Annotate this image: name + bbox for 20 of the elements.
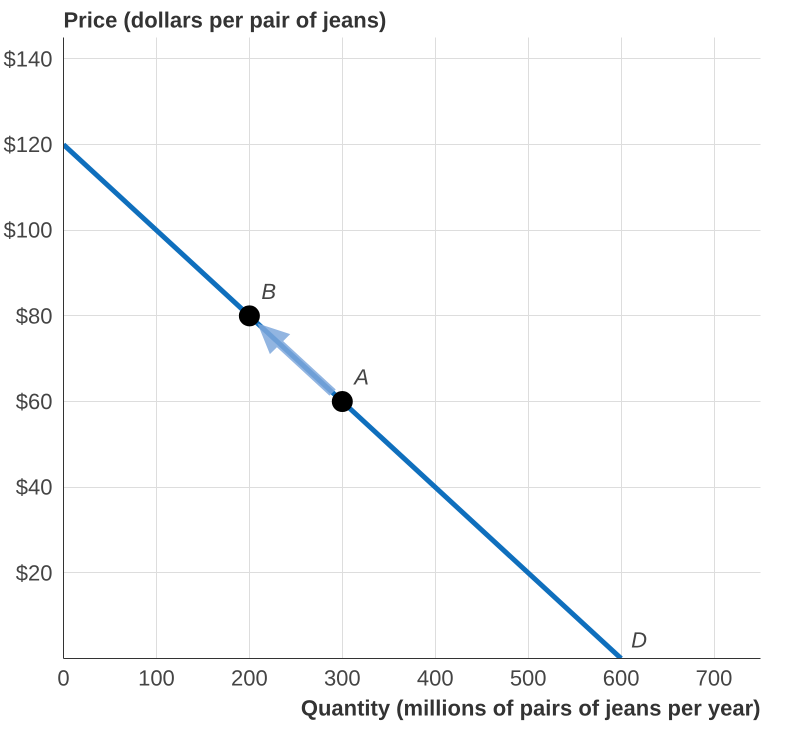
x-tick-label: 100 [138, 666, 175, 690]
y-axis-title: Price (dollars per pair of jeans) [64, 8, 386, 32]
x-axis-title: Quantity (millions of pairs of jeans per year) [300, 696, 761, 720]
x-tick-label: 400 [416, 666, 454, 690]
x-tick-label: 0 [57, 666, 70, 690]
y-tick-label: $100 [4, 218, 53, 243]
y-tick-label: $60 [16, 389, 53, 414]
x-tick-label: 200 [231, 666, 268, 690]
x-tick-label: 500 [510, 666, 547, 690]
annotation: B [261, 278, 276, 304]
y-tick-label: $40 [16, 474, 53, 500]
series-label: D [631, 628, 648, 652]
annotation: A [352, 364, 369, 390]
y-tick-label: $20 [16, 560, 53, 586]
x-tick-label: 700 [696, 666, 732, 690]
y-tick-label: $120 [4, 132, 53, 158]
y-tick-label: $140 [4, 46, 53, 72]
x-tick-label: 300 [324, 666, 361, 690]
x-tick-label: 600 [602, 666, 640, 690]
y-tick-label: $80 [16, 303, 53, 328]
